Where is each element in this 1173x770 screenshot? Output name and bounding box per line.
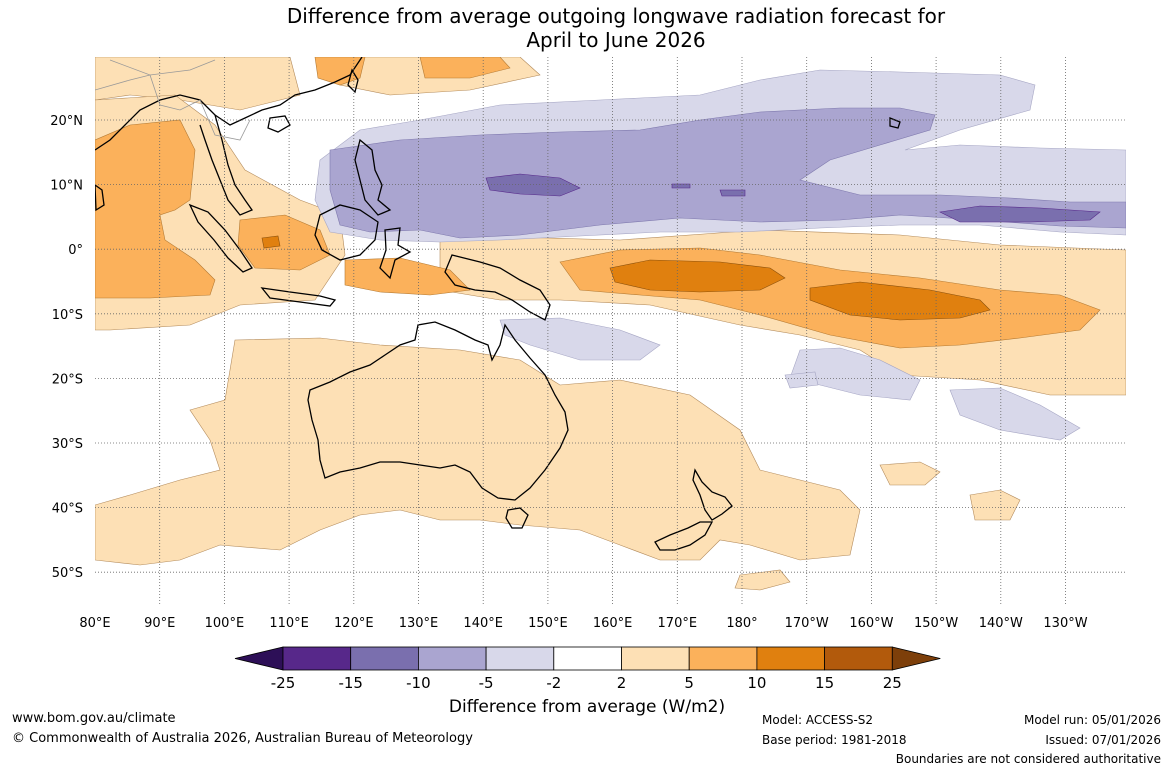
longitude-label: 80°E	[79, 616, 110, 631]
website-text: www.bom.gov.au/climate	[12, 711, 176, 726]
longitude-label: 130°E	[399, 616, 439, 631]
latitude-label: 20°N	[50, 114, 83, 129]
latitude-label: 10°S	[52, 308, 83, 323]
colorbar-segment	[282, 646, 352, 671]
colorbar-segment	[485, 646, 555, 671]
latitude-label: 50°S	[52, 566, 83, 581]
colorbar-tick-label: 25	[883, 674, 902, 692]
longitude-label: 120°E	[334, 616, 374, 631]
colorbar-tick-label: -15	[338, 674, 363, 692]
tasmania-coast	[505, 507, 529, 529]
colorbar-tick-label: -10	[406, 674, 431, 692]
anomaly-10-to-15	[261, 235, 991, 321]
longitude-label: 180°	[726, 616, 757, 631]
longitude-label: 150°W	[914, 616, 958, 631]
malay-peninsula-coast	[199, 114, 253, 216]
taiwan-coast	[347, 68, 359, 94]
longitude-label: 90°E	[144, 616, 175, 631]
longitude-label: 140°E	[463, 616, 503, 631]
longitude-label: 140°W	[979, 616, 1023, 631]
sumatra-coast	[188, 203, 253, 273]
colorbar-segment	[756, 646, 826, 671]
latitude-label: 30°S	[52, 437, 83, 452]
map-title: Difference from average outgoing longwav…	[0, 4, 1173, 52]
longitude-label: 100°E	[205, 616, 245, 631]
latitude-label: 20°S	[52, 372, 83, 387]
colorbar-tick-label: 10	[747, 674, 766, 692]
colorbar-segment	[417, 646, 487, 671]
colorbar-segment	[621, 646, 690, 671]
longitude-labels: 80°E 90°E 100°E 110°E 120°E 130°E 140°E 150°E 16…	[79, 616, 1087, 631]
country-borders	[95, 59, 251, 141]
mainland-asia-coast	[95, 57, 363, 151]
sulawesi-coast	[379, 227, 412, 280]
colorbar: -25 -15 -10 -5 -2 2 5 10 15 25	[234, 646, 941, 692]
colorbar-extend-max	[891, 646, 941, 671]
australia-coast	[307, 321, 569, 501]
colorbar-tick-label: -25	[271, 674, 296, 692]
longitude-label: 160°E	[593, 616, 633, 631]
disclaimer-text: Boundaries are not considered authoritat…	[895, 752, 1161, 766]
graticule	[95, 57, 1126, 604]
java-coast	[260, 287, 337, 307]
longitude-label: 110°E	[269, 616, 309, 631]
anomaly-fields	[95, 57, 1126, 591]
new-guinea-coast	[444, 254, 551, 321]
new-zealand-south-coast	[654, 521, 714, 551]
colorbar-tick-label: 2	[617, 674, 627, 692]
colorbar-segment	[824, 646, 893, 671]
issued-text: Issued: 07/01/2026	[1045, 733, 1161, 747]
longitude-label: 130°W	[1043, 616, 1087, 631]
hainan-coast	[267, 115, 291, 133]
colorbar-extend-min	[234, 646, 284, 671]
longitude-label: 160°W	[849, 616, 893, 631]
longitude-label: 150°E	[528, 616, 568, 631]
title-line-2: April to June 2026	[526, 28, 706, 52]
latitude-label: 40°S	[52, 502, 83, 517]
new-zealand-north-coast	[692, 468, 733, 521]
copyright-text: © Commonwealth of Australia 2026, Austra…	[12, 731, 473, 746]
title-line-1: Difference from average outgoing longwav…	[286, 4, 946, 28]
latitude-label: 10°N	[50, 179, 83, 194]
philippines-coast	[354, 138, 392, 216]
colorbar-tick-label: 5	[684, 674, 694, 692]
model-run-text: Model run: 05/01/2026	[1023, 713, 1161, 727]
longitude-label: 170°E	[658, 616, 698, 631]
model-text: Model: ACCESS-S2	[762, 713, 874, 727]
base-period-text: Base period: 1981-2018	[762, 733, 907, 747]
colorbar-segment	[350, 646, 419, 671]
colorbar-segment	[688, 646, 758, 671]
colorbar-tick-label: 15	[815, 674, 834, 692]
latitude-labels: 20°N 10°N 0° 10°S 20°S 30°S 40°S 50°S	[50, 114, 83, 581]
latitude-label: 0°	[68, 243, 83, 258]
sri-lanka-coast	[95, 184, 105, 212]
colorbar-tick-label: -2	[546, 674, 561, 692]
hawaii-coast	[889, 117, 901, 129]
colorbar-segment	[553, 646, 622, 671]
borneo-coast	[314, 204, 379, 261]
anomaly-neg10-to-neg5	[329, 107, 1126, 239]
longitude-label: 170°W	[785, 616, 829, 631]
colorbar-label: Difference from average (W/m2)	[449, 697, 725, 717]
coastlines	[95, 57, 901, 551]
colorbar-tick-label: -5	[479, 674, 494, 692]
